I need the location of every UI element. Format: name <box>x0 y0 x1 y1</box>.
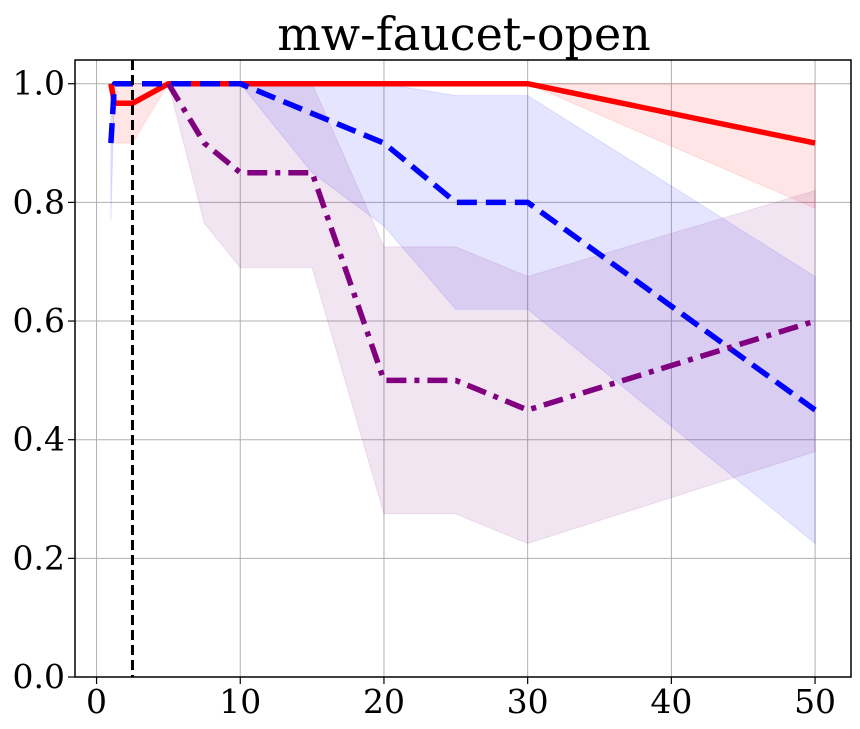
chart-title: mw-faucet-open <box>277 7 651 61</box>
x-tick-label: 0 <box>86 682 107 721</box>
y-tick-label: 0.6 <box>13 301 65 340</box>
y-axis-ticks: 0.0 0.2 0.4 0.6 0.8 1.0 <box>13 64 75 696</box>
series-line-1 <box>108 80 816 146</box>
y-tick-label: 0.2 <box>13 538 65 577</box>
y-tick-label: 0.4 <box>13 420 65 459</box>
plot-frame <box>74 59 852 678</box>
x-axis-ticks: 0 10 20 30 40 50 <box>86 677 836 721</box>
x-tick-label: 50 <box>794 682 836 721</box>
x-tick-label: 20 <box>363 682 405 721</box>
x-tick-label: 40 <box>650 682 692 721</box>
y-tick-label: 0.8 <box>13 182 65 221</box>
series-line-3 <box>166 82 816 413</box>
series-line-2 <box>108 80 817 413</box>
y-tick-label: 1.0 <box>13 64 65 103</box>
x-tick-label: 10 <box>219 682 261 721</box>
y-tick-label: 0.0 <box>13 657 65 696</box>
x-tick-label: 30 <box>507 682 549 721</box>
series-lines <box>108 80 817 413</box>
